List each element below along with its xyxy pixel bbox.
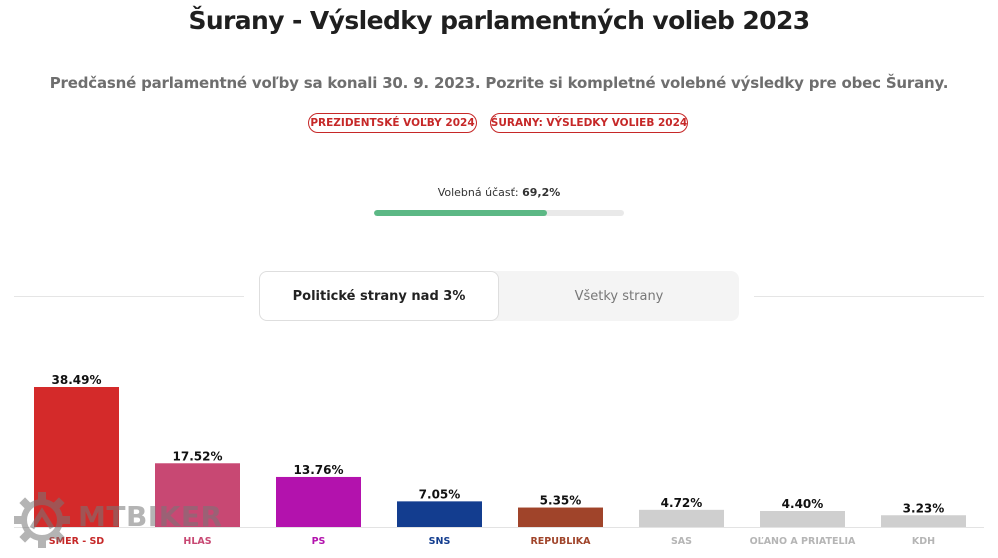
category-label: SMER - SD: [49, 536, 105, 547]
results-2024-link[interactable]: ŠURANY: VÝSLEDKY VOLIEB 2024: [490, 113, 688, 133]
divider-left: [14, 296, 244, 297]
tab-parties-over-3[interactable]: Politické strany nad 3%: [259, 271, 499, 321]
bar-value-label: 4.72%: [661, 496, 703, 510]
bar-value-label: 7.05%: [419, 487, 461, 501]
category-label: PS: [312, 536, 326, 547]
bar-2: [276, 476, 361, 527]
bar-1: [155, 463, 240, 527]
page-subtitle: Predčasné parlamentné voľby sa konali 30…: [49, 74, 949, 92]
page-title: Šurany - Výsledky parlamentných volieb 2…: [188, 6, 810, 35]
turnout-label: Volebná účasť: 69,2%: [374, 186, 624, 199]
presidential-elections-link[interactable]: PREZIDENTSKÉ VOĽBY 2024: [308, 113, 477, 133]
bar-value-label: 17.52%: [173, 449, 223, 463]
category-label: SAS: [671, 536, 692, 547]
results-bar-chart: 38.49% SMER - SD 17.52% HLAS 13.76% PS 7.05% SN…: [14, 373, 984, 547]
bar-value-label: 4.40%: [782, 497, 824, 511]
bar-6: [760, 510, 845, 527]
category-label: REPUBLIKA: [530, 536, 591, 547]
category-label: SNS: [429, 536, 451, 547]
turnout-value: 69,2%: [522, 186, 561, 199]
category-label: KDH: [912, 536, 935, 547]
bar-0: [34, 387, 119, 527]
bar-4: [518, 507, 603, 527]
bar-value-label: 3.23%: [903, 501, 945, 515]
bar-7: [881, 515, 966, 527]
bar-value-label: 13.76%: [294, 463, 344, 477]
turnout-progress-fill: [374, 210, 547, 216]
category-label: OĽANO A PRIATELIA: [750, 536, 856, 547]
bar-3: [397, 501, 482, 527]
party-filter-tabs: Politické strany nad 3% Všetky strany: [259, 271, 739, 321]
turnout-progress-bar: [374, 210, 624, 216]
bar-5: [639, 509, 724, 527]
category-label: HLAS: [183, 536, 211, 547]
bar-value-label: 38.49%: [52, 373, 102, 387]
divider-right: [754, 296, 984, 297]
bar-value-label: 5.35%: [540, 494, 582, 508]
tab-all-parties[interactable]: Všetky strany: [574, 288, 664, 304]
turnout-label-text: Volebná účasť:: [437, 186, 519, 199]
